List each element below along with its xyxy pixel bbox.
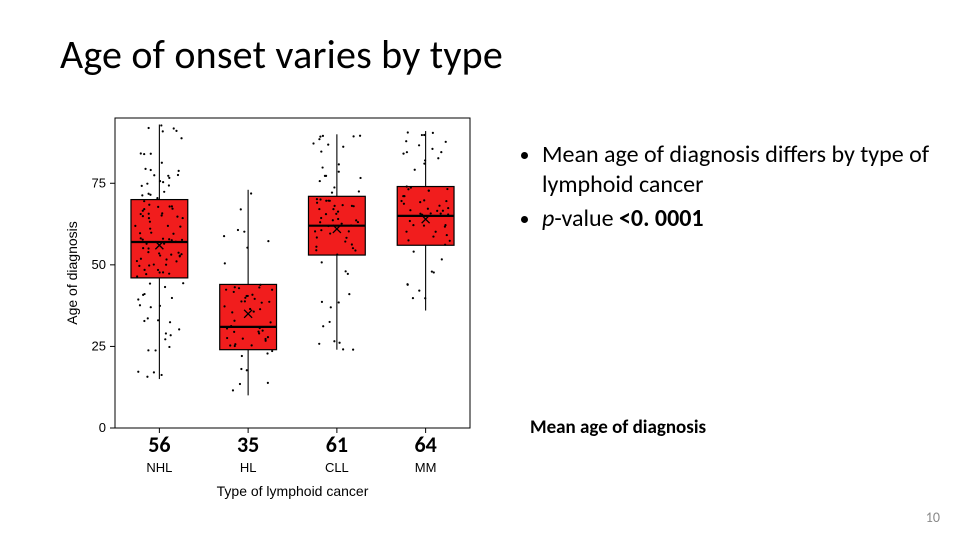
- svg-text:56: 56: [148, 431, 170, 458]
- svg-text:NHL: NHL: [146, 460, 172, 475]
- page-number: 10: [926, 509, 940, 526]
- bullet-2-rest: -value: [554, 204, 619, 233]
- slide-title: Age of onset varies by type: [60, 30, 503, 79]
- bullet-2: p-value <0. 0001: [542, 204, 930, 234]
- boxplot-chart: 0 25 50 75 Age of diagnosis 56 NHL 35 HL 61 CLL 64 M…: [60, 110, 480, 510]
- bullet-1: Mean age of diagnosis differs by type of…: [542, 140, 930, 200]
- svg-text:64: 64: [414, 431, 436, 458]
- bullet-2-pvalue-p: p: [542, 204, 554, 233]
- svg-text:0: 0: [99, 420, 106, 435]
- mean-age-label: Mean age of diagnosis: [530, 416, 706, 439]
- svg-text:HL: HL: [240, 460, 257, 475]
- svg-text:Type of lymphoid cancer: Type of lymphoid cancer: [217, 483, 369, 499]
- svg-text:75: 75: [92, 175, 106, 190]
- svg-text:50: 50: [92, 257, 106, 272]
- svg-text:CLL: CLL: [325, 460, 349, 475]
- svg-text:25: 25: [92, 338, 106, 353]
- svg-text:61: 61: [326, 431, 348, 458]
- svg-text:35: 35: [237, 431, 259, 458]
- bullet-2-value: <0. 0001: [619, 204, 704, 233]
- bullet-list: Mean age of diagnosis differs by type of…: [520, 140, 930, 238]
- svg-text:Age of diagnosis: Age of diagnosis: [64, 221, 80, 325]
- svg-text:MM: MM: [415, 460, 437, 475]
